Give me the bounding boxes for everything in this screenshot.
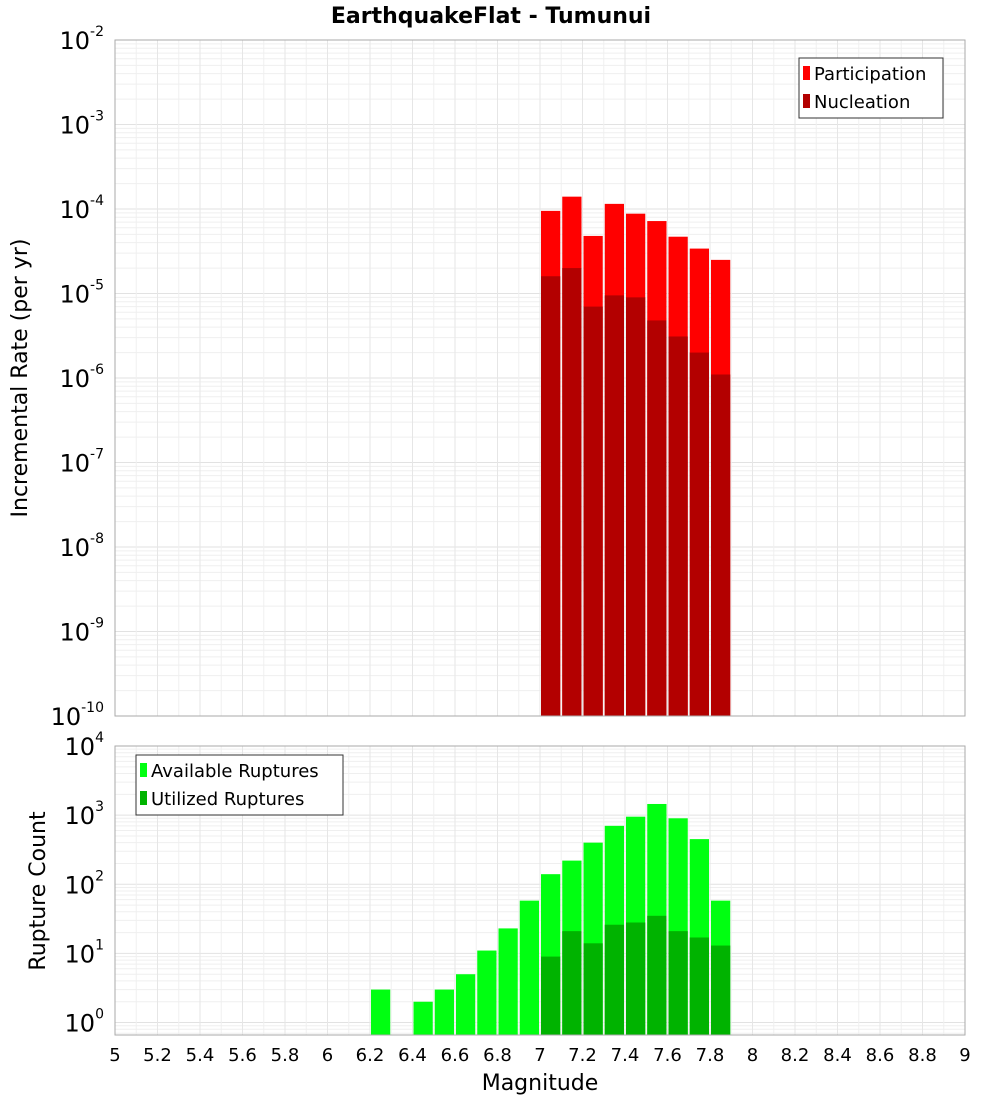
count-y-label: Rupture Count <box>26 811 51 971</box>
rate-panel: 10-2 10-3 10-4 10-5 10-6 10-7 10-8 10-9 10-10 In… <box>8 24 966 731</box>
bar-utilized-ruptures <box>689 937 709 1035</box>
bar-nucleation <box>647 320 667 716</box>
bar-utilized-ruptures <box>668 931 688 1035</box>
count-panel: 104 103 102 101 100 Rupture Count Available … <box>26 730 966 1038</box>
y-tick-label: 10-3 <box>59 109 104 140</box>
y-tick-label: 10-7 <box>59 447 104 478</box>
y-tick-label: 104 <box>65 730 105 761</box>
bar-nucleation <box>583 306 603 716</box>
bar-nucleation <box>541 276 561 716</box>
x-tick-label: 5.2 <box>143 1045 172 1066</box>
legend-swatch <box>140 763 147 777</box>
x-tick-label: 7.2 <box>568 1045 597 1066</box>
bar-nucleation <box>689 352 709 716</box>
bar-available-ruptures <box>477 950 497 1035</box>
bar-utilized-ruptures <box>647 915 667 1035</box>
y-tick-label: 100 <box>65 1007 104 1038</box>
bar-nucleation <box>711 374 731 716</box>
legend-label: Utilized Ruptures <box>151 789 304 810</box>
rate-plot-border <box>114 39 966 717</box>
legend-box <box>135 754 344 816</box>
count-gridlines <box>114 745 966 1035</box>
x-tick-label: 6.8 <box>483 1045 512 1066</box>
rate-y-label: Incremental Rate (per yr) <box>8 239 33 518</box>
bar-available-ruptures <box>519 900 539 1035</box>
x-tick-label: 7.4 <box>611 1045 640 1066</box>
count-y-ticks: 104 103 102 101 100 <box>65 730 105 1038</box>
bar-utilized-ruptures <box>604 924 624 1035</box>
x-tick-label: 7 <box>534 1045 545 1066</box>
x-tick-label: 7.6 <box>653 1045 682 1066</box>
count-plot-border <box>114 745 966 1036</box>
count-bars <box>371 803 731 1035</box>
x-tick-label: 8.6 <box>866 1045 895 1066</box>
bar-available-ruptures <box>371 989 391 1035</box>
x-tick-label: 5.8 <box>271 1045 300 1066</box>
rate-bars <box>541 196 731 717</box>
y-tick-label: 10-8 <box>59 531 104 562</box>
legend-label: Available Ruptures <box>151 761 319 782</box>
bar-available-ruptures <box>413 1001 433 1035</box>
rate-legend: Participation Nucleation <box>798 57 944 119</box>
y-tick-label: 10-10 <box>51 700 104 731</box>
y-tick-label: 10-2 <box>59 24 104 55</box>
y-tick-label: 102 <box>65 868 104 899</box>
bar-utilized-ruptures <box>711 945 731 1035</box>
legend-label: Participation <box>814 64 926 85</box>
x-tick-label: 5.4 <box>186 1045 215 1066</box>
x-tick-label: 8 <box>747 1045 758 1066</box>
rate-y-ticks: 10-2 10-3 10-4 10-5 10-6 10-7 10-8 10-9 10-10 <box>51 24 105 731</box>
bar-available-ruptures <box>434 989 454 1035</box>
legend-box <box>798 57 944 119</box>
y-tick-label: 103 <box>65 799 104 830</box>
x-tick-label: 8.4 <box>823 1045 852 1066</box>
x-tick-label: 6 <box>322 1045 333 1066</box>
bar-utilized-ruptures <box>562 931 582 1035</box>
bar-nucleation <box>626 297 646 716</box>
y-tick-label: 10-5 <box>59 278 104 309</box>
legend-swatch <box>803 66 810 80</box>
chart-title: EarthquakeFlat - Tumunui <box>331 4 651 29</box>
y-tick-label: 101 <box>65 937 104 968</box>
x-tick-label: 6.2 <box>356 1045 385 1066</box>
x-tick-label: 8.8 <box>908 1045 937 1066</box>
y-tick-label: 10-9 <box>59 616 104 647</box>
x-tick-label: 8.2 <box>781 1045 810 1066</box>
y-tick-label: 10-4 <box>59 193 104 224</box>
count-legend: Available Ruptures Utilized Ruptures <box>135 754 344 816</box>
y-tick-label: 10-6 <box>59 362 104 393</box>
legend-swatch <box>803 94 810 108</box>
x-tick-label: 7.8 <box>696 1045 725 1066</box>
x-tick-label: 6.6 <box>441 1045 470 1066</box>
bar-utilized-ruptures <box>626 922 646 1035</box>
x-tick-label: 5 <box>109 1045 120 1066</box>
bar-utilized-ruptures <box>541 956 561 1035</box>
bar-nucleation <box>604 295 624 716</box>
rate-gridlines <box>114 39 966 717</box>
x-tick-label: 5.6 <box>228 1045 257 1066</box>
x-tick-label: 9 <box>959 1045 970 1066</box>
x-tick-label: 6.4 <box>398 1045 427 1066</box>
bar-nucleation <box>562 268 582 716</box>
bar-available-ruptures <box>498 928 518 1035</box>
bar-available-ruptures <box>456 974 476 1035</box>
x-axis-ticks: 5 5.2 5.4 5.6 5.8 6 6.2 6.4 6.6 6.8 7 7.2 7.4 7.6 7.8 8… <box>109 1045 970 1066</box>
x-axis-label: Magnitude <box>482 1071 599 1096</box>
legend-label: Nucleation <box>814 92 910 113</box>
bar-nucleation <box>668 336 688 716</box>
bar-utilized-ruptures <box>583 943 603 1035</box>
legend-swatch <box>140 791 147 805</box>
